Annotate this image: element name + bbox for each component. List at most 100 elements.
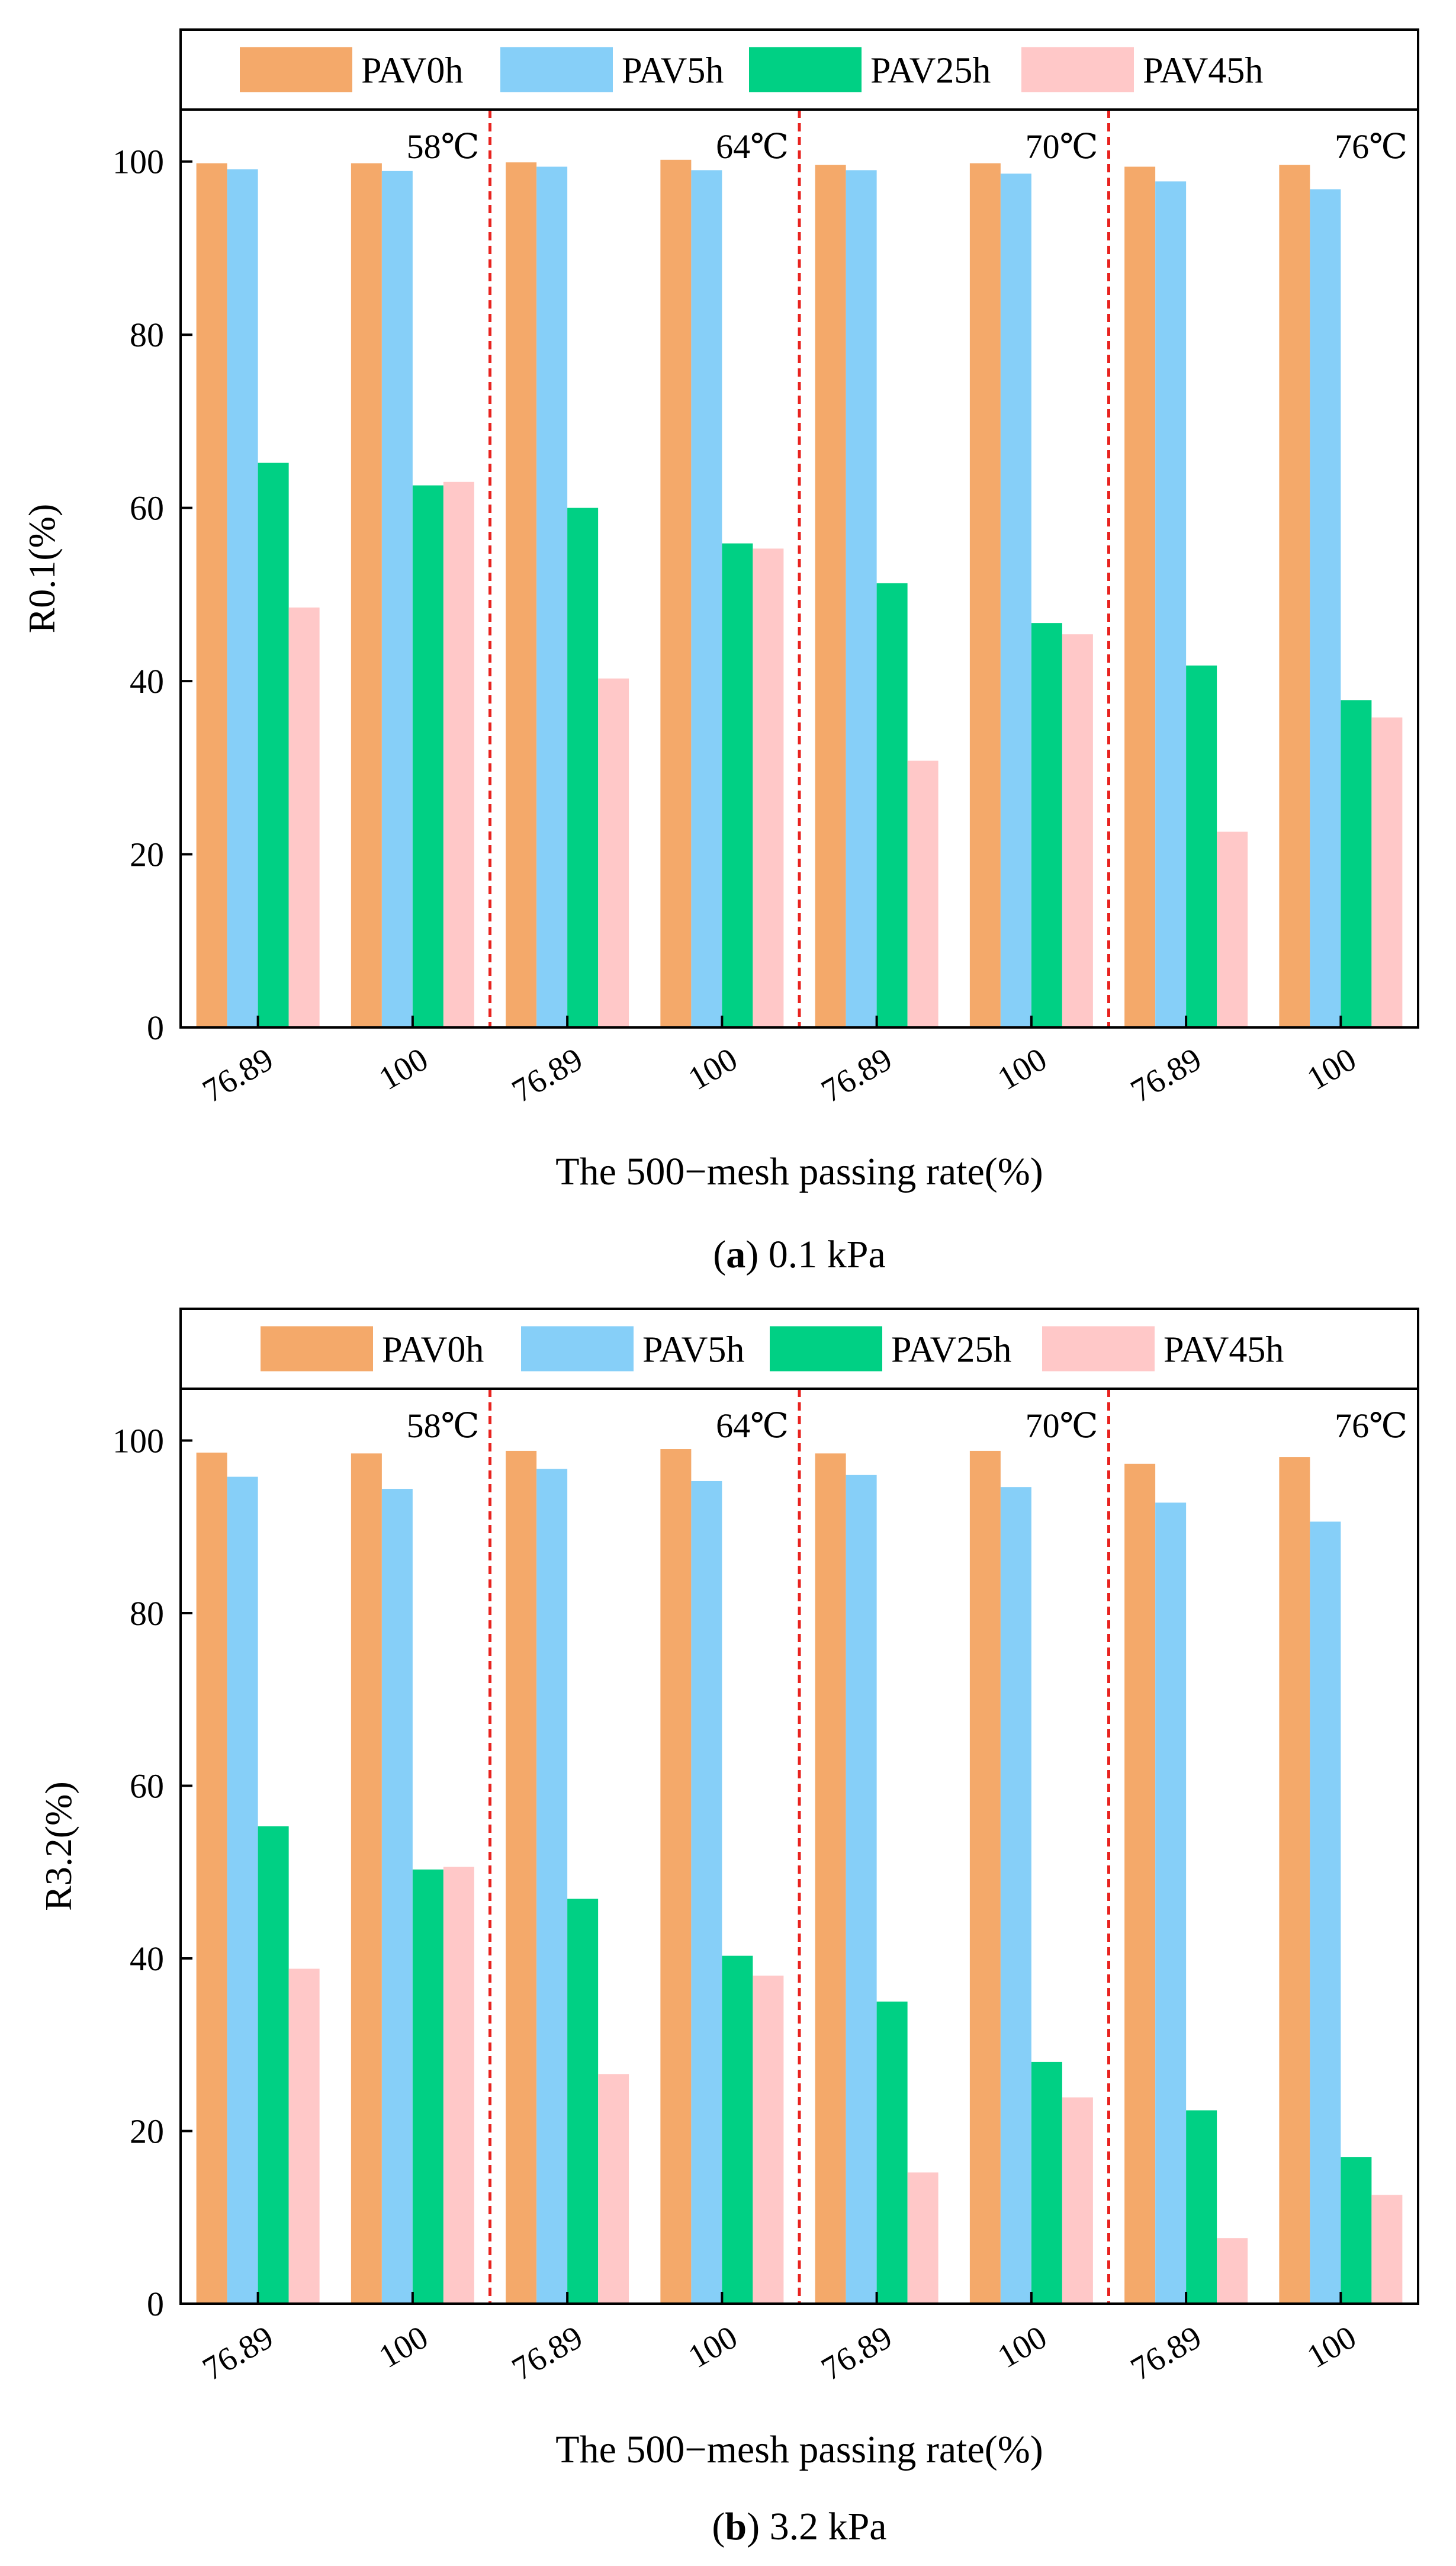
x-tick-label: 76.89 (506, 1041, 589, 1110)
x-tick-label: 100 (992, 2319, 1053, 2376)
legend-swatch-pav5h (521, 1326, 634, 1372)
bar-pav45h-1 (288, 1968, 320, 2304)
x-tick-label: 100 (373, 2319, 435, 2376)
bar-pav25h-2 (412, 485, 443, 1027)
bar-pav5h-4 (691, 170, 722, 1027)
legend-swatch-pav45h (1042, 1326, 1155, 1372)
bar-pav25h-5 (876, 583, 908, 1027)
bar-pav25h-7 (1186, 2110, 1217, 2304)
y-axis-label: R3.2(%) (37, 1781, 79, 1911)
y-tick-label: 100 (113, 143, 164, 181)
bar-pav5h-5 (846, 1475, 877, 2304)
bar-pav25h-8 (1341, 700, 1372, 1027)
bar-pav25h-1 (258, 1826, 289, 2304)
bar-pav25h-2 (412, 1869, 443, 2304)
bar-pav5h-2 (381, 171, 413, 1027)
bar-pav25h-4 (722, 543, 753, 1027)
bar-pav5h-1 (227, 169, 258, 1027)
legend-label-pav5h: PAV5h (622, 51, 724, 91)
bar-pav0h-6 (969, 1450, 1001, 2304)
bar-pav25h-1 (258, 463, 289, 1027)
bar-pav45h-3 (598, 678, 629, 1027)
legend: PAV0h PAV5h PAV25h PAV45h (240, 47, 1263, 92)
bar-pav45h-7 (1217, 831, 1248, 1027)
y-tick-label: 100 (113, 1421, 164, 1460)
y-tick-label: 40 (130, 662, 164, 701)
legend-label-pav5h: PAV5h (642, 1330, 744, 1370)
bar-pav5h-3 (536, 166, 568, 1028)
y-tick-label: 20 (130, 836, 164, 874)
plot-frame (179, 28, 1419, 1029)
legend-label-pav25h: PAV25h (891, 1330, 1011, 1370)
bar-pav5h-1 (227, 1476, 258, 2304)
panel-caption: (a) 0.1 kPa (713, 1233, 885, 1276)
bar-pav45h-5 (907, 760, 938, 1027)
group-label: 70℃ (1026, 1406, 1098, 1445)
bar-pav0h-2 (351, 163, 382, 1027)
y-tick-label: 60 (130, 489, 164, 528)
x-tick-label: 100 (1301, 2319, 1362, 2376)
bar-pav45h-5 (907, 2172, 938, 2304)
plot-frame (179, 1308, 1419, 2305)
bar-pav5h-2 (381, 1489, 413, 2304)
bar-pav0h-4 (660, 159, 692, 1028)
x-tick-label: 76.89 (506, 2319, 589, 2388)
bar-pav5h-5 (846, 170, 877, 1027)
bar-pav45h-4 (753, 548, 784, 1027)
x-tick-label: 100 (682, 1041, 744, 1098)
caption-text: 0.1 kPa (769, 1233, 886, 1276)
bar-pav0h-2 (351, 1453, 382, 2304)
x-tick-label: 100 (682, 2319, 744, 2376)
bar-pav25h-7 (1186, 665, 1217, 1027)
legend-swatch-pav25h (749, 47, 862, 92)
y-tick-label: 0 (147, 2285, 164, 2323)
bars (196, 1449, 1403, 2304)
group-label: 70℃ (1026, 127, 1098, 166)
legend-label-pav0h: PAV0h (382, 1330, 484, 1370)
legend-swatch-pav5h (500, 47, 613, 92)
bar-pav45h-4 (753, 1976, 784, 2304)
y-tick-label: 40 (130, 1939, 164, 1978)
caption-paren-close: ) (745, 1233, 768, 1276)
bar-pav5h-6 (1000, 174, 1031, 1028)
legend-label-pav45h: PAV45h (1143, 51, 1263, 91)
bar-pav0h-5 (815, 165, 846, 1027)
x-tick-label: 100 (1301, 1041, 1362, 1098)
bar-pav25h-3 (567, 508, 599, 1027)
legend: PAV0h PAV5h PAV25h PAV45h (261, 1326, 1284, 1372)
x-axis: 76.89 100 76.89 100 76.89 100 76.89 100 (197, 1016, 1362, 1110)
bar-pav0h-8 (1279, 1457, 1310, 2304)
group-label: 64℃ (716, 1406, 789, 1445)
bar-pav25h-6 (1031, 623, 1062, 1027)
x-tick-label: 76.89 (1125, 1041, 1208, 1110)
bar-pav25h-3 (567, 1899, 599, 2304)
caption-text: 3.2 kPa (770, 2505, 887, 2548)
bar-pav5h-7 (1155, 181, 1187, 1027)
bar-pav0h-3 (506, 162, 537, 1027)
bar-pav45h-8 (1371, 2195, 1403, 2304)
bar-pav5h-8 (1310, 189, 1341, 1027)
y-tick-label: 80 (130, 1594, 164, 1633)
legend-swatch-pav25h (770, 1326, 882, 1372)
bar-pav25h-4 (722, 1955, 753, 2304)
bar-pav0h-5 (815, 1453, 846, 2304)
bar-pav45h-8 (1371, 717, 1403, 1027)
legend-swatch-pav45h (1021, 47, 1134, 92)
bar-pav45h-6 (1062, 634, 1093, 1027)
caption-paren-close: ) (747, 2505, 769, 2548)
bar-pav0h-3 (506, 1450, 537, 2304)
group-label: 76℃ (1335, 1406, 1407, 1445)
bars (196, 159, 1403, 1028)
bar-pav0h-7 (1124, 166, 1156, 1028)
bar-pav25h-6 (1031, 2061, 1062, 2304)
bar-pav0h-4 (660, 1449, 692, 2304)
x-tick-label: 76.89 (815, 2319, 898, 2388)
group-label: 76℃ (1335, 127, 1407, 166)
bar-pav5h-8 (1310, 1521, 1341, 2304)
x-tick-label: 76.89 (197, 1041, 279, 1110)
x-axis-label: The 500−mesh passing rate(%) (555, 2428, 1043, 2471)
chart-panel-a: 58℃ 64℃ 70℃ 76℃ PAV0h PAV5h PAV25h PAV45h 0 20 40 6… (21, 28, 1419, 1276)
y-axis: 0 20 40 60 80 100 (113, 143, 192, 1047)
y-tick-label: 0 (147, 1009, 164, 1047)
